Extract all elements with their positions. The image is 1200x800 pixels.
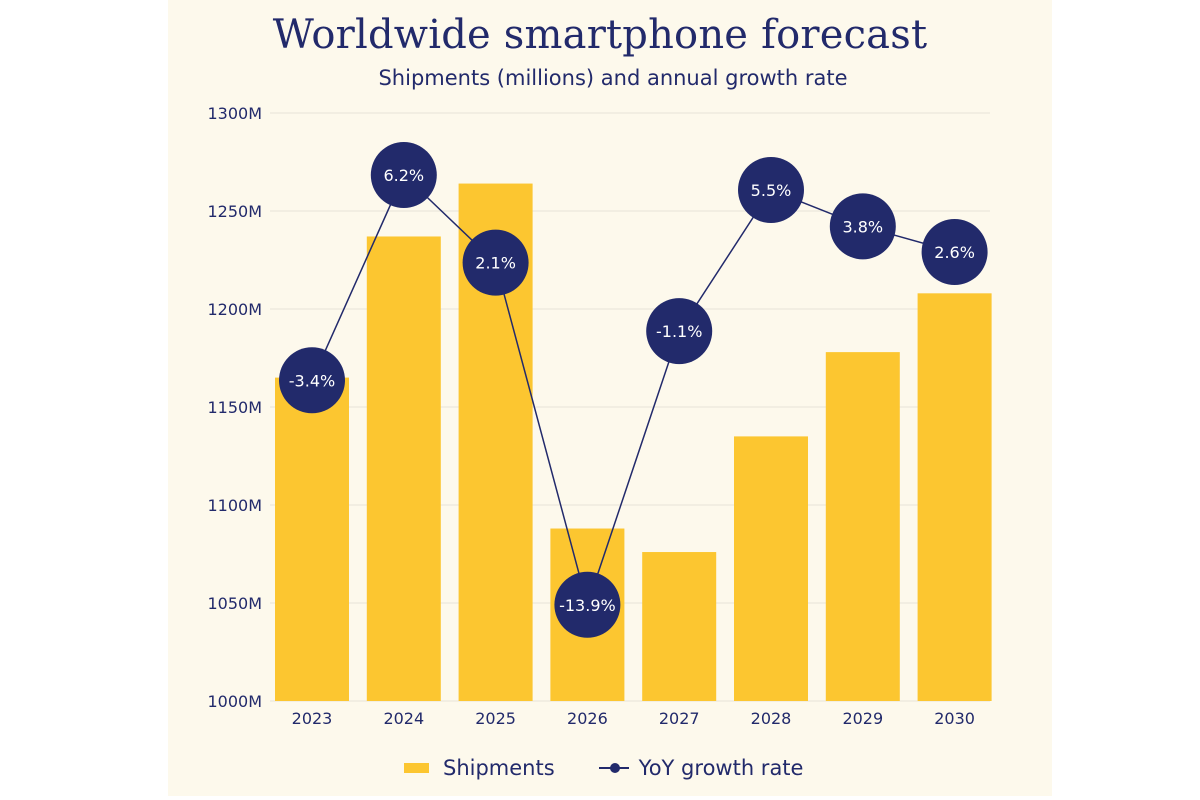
- y-tick-label: 1050M: [207, 594, 262, 613]
- shipments-bar: [642, 552, 717, 701]
- shipments-bars: [275, 183, 992, 702]
- growth-rate-point: [370, 142, 437, 209]
- growth-rate-label: -1.1%: [656, 322, 702, 341]
- growth-rate-point: [738, 156, 804, 223]
- shipments-bar: [734, 436, 808, 701]
- shipments-bar: [825, 352, 900, 701]
- x-tick-label: 2030: [934, 709, 975, 728]
- x-axis-ticks: 2023 2024 2025 2026 2027 2028 2029 2030: [292, 709, 975, 728]
- growth-rate-point: [462, 229, 529, 296]
- growth-rate-point: [829, 193, 896, 260]
- x-tick-label: 2023: [292, 709, 333, 728]
- y-tick-label: 1150M: [207, 398, 262, 417]
- x-tick-label: 2026: [567, 709, 608, 728]
- x-tick-label: 2028: [751, 709, 792, 728]
- y-tick-label: 1100M: [207, 496, 262, 515]
- growth-rate-point: [279, 347, 345, 414]
- legend-growth-label: YoY growth rate: [638, 756, 804, 780]
- y-axis-ticks: 1000M 1050M 1100M 1150M 1200M 1250M 1300M: [207, 104, 262, 711]
- growth-rate-label: 3.8%: [842, 217, 883, 236]
- legend-shipments-label: Shipments: [443, 756, 555, 780]
- growth-rate-label: 6.2%: [383, 166, 424, 185]
- growth-rate-point: [646, 298, 713, 365]
- legend-growth-dot: [609, 763, 620, 773]
- y-tick-label: 1200M: [207, 300, 262, 319]
- x-tick-label: 2025: [475, 709, 516, 728]
- x-tick-label: 2027: [659, 709, 700, 728]
- shipments-bar: [917, 293, 992, 701]
- x-tick-label: 2024: [383, 709, 424, 728]
- shipments-bar: [366, 236, 441, 702]
- shipments-bar: [275, 377, 349, 701]
- y-tick-label: 1000M: [207, 692, 262, 711]
- chart-subtitle: Shipments (millions) and annual growth r…: [378, 66, 848, 90]
- growth-rate-point: [921, 218, 988, 285]
- growth-rate-label: 5.5%: [751, 181, 792, 200]
- y-tick-label: 1250M: [207, 202, 262, 221]
- chart-title: Worldwide smartphone forecast: [272, 12, 928, 58]
- growth-rate-label: 2.6%: [934, 243, 975, 262]
- y-tick-label: 1300M: [207, 104, 262, 123]
- x-tick-label: 2029: [842, 709, 883, 728]
- legend-growth-marker: [598, 763, 629, 773]
- growth-rate-points: -3.4% 6.2% 2.1% -13.9% -1.1% 5.5% 3.8% 2.6%: [279, 142, 988, 638]
- growth-rate-point: [554, 571, 621, 638]
- growth-rate-label: -13.9%: [559, 596, 616, 615]
- growth-rate-label: 2.1%: [475, 254, 516, 273]
- legend: Shipments YoY growth rate: [404, 752, 803, 784]
- growth-rate-label: -3.4%: [289, 371, 335, 390]
- legend-shipments-swatch: [404, 763, 429, 773]
